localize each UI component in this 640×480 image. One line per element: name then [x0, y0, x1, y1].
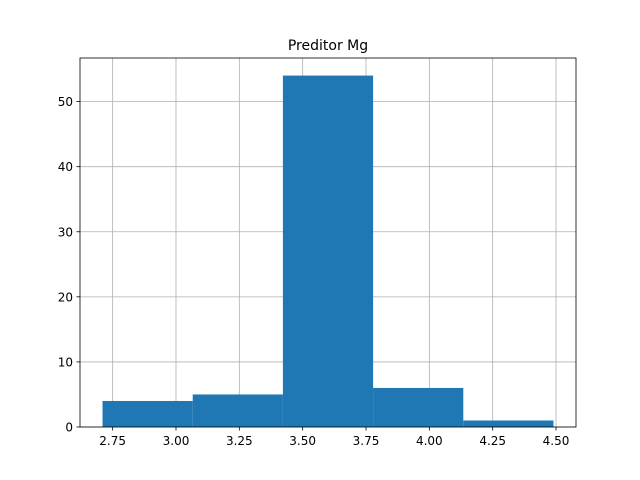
x-tick-label: 3.00 [163, 434, 190, 448]
x-tick-label: 3.50 [289, 434, 316, 448]
y-tick-label: 0 [65, 421, 73, 435]
histogram-bar [373, 387, 464, 427]
x-tick-label: 4.50 [543, 434, 570, 448]
histogram-bar [463, 420, 554, 427]
axis-ticks: 2.75 3.00 3.25 3.50 3.75 4.00 4.25 4.50 0 10 20 30 4… [58, 95, 570, 448]
histogram-bar [282, 75, 374, 428]
y-tick-label: 10 [58, 355, 73, 369]
histogram-bar [102, 400, 193, 427]
plot-frame [79, 57, 577, 428]
x-tick-label: 3.25 [226, 434, 253, 448]
y-tick-label: 40 [58, 160, 73, 174]
y-tick-label: 20 [58, 290, 73, 304]
y-tick-label: 30 [58, 225, 73, 239]
histogram-bar [192, 394, 283, 427]
x-tick-label: 4.25 [479, 434, 506, 448]
x-tick-label: 4.00 [416, 434, 443, 448]
x-tick-label: 2.75 [99, 434, 126, 448]
histogram-bars [102, 75, 554, 428]
chart-title: Preditor Mg [288, 38, 368, 54]
y-tick-label: 50 [58, 95, 73, 109]
x-tick-label: 3.75 [353, 434, 380, 448]
